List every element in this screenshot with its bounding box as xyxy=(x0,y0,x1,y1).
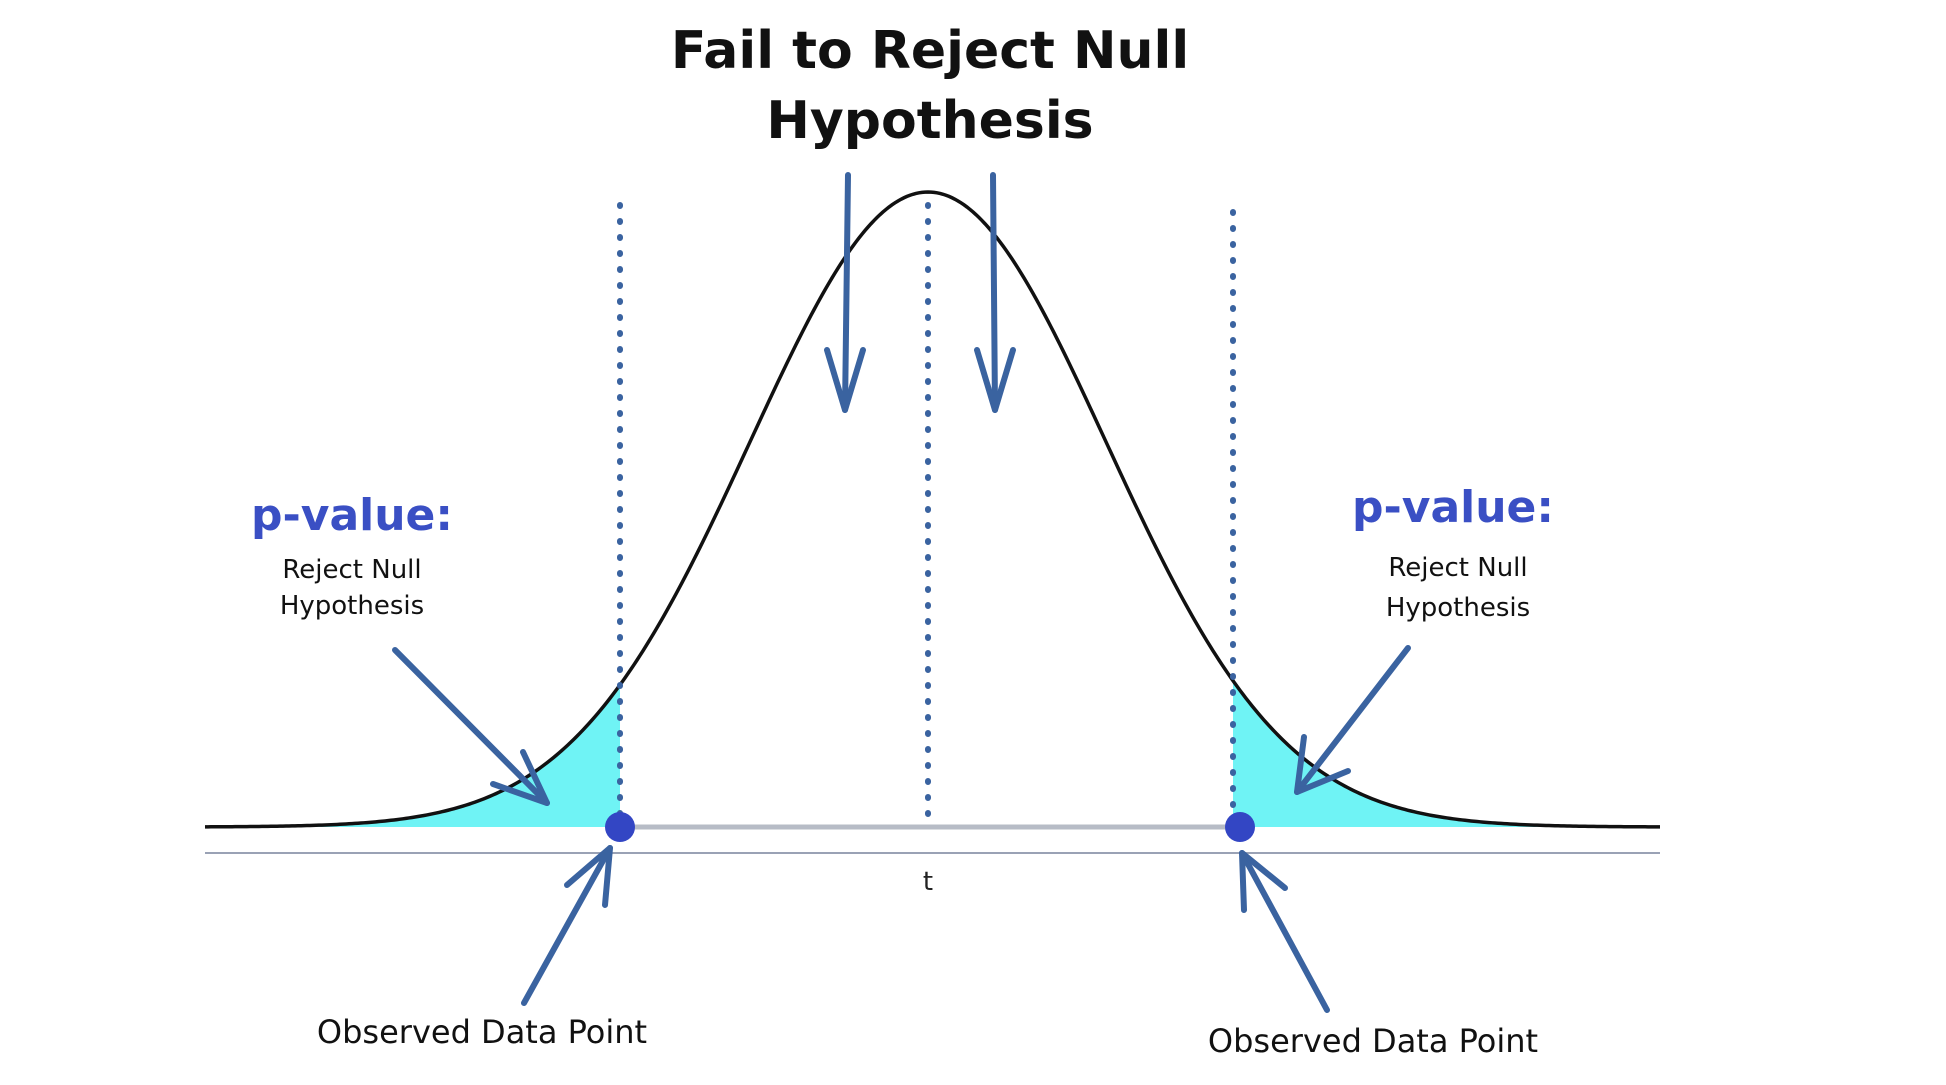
right-observed-point-icon xyxy=(1225,812,1255,842)
right-tail-shaded-area xyxy=(1233,680,1660,827)
title-line-2: Hypothesis xyxy=(766,91,1093,151)
left-observed-point-icon xyxy=(605,812,635,842)
down-arrow-right-icon xyxy=(974,172,1016,413)
right-observed-label: Observed Data Point xyxy=(1208,1022,1538,1060)
left-observed-arrow-icon xyxy=(521,845,613,1006)
title-line-1: Fail to Reject Null xyxy=(671,21,1189,81)
right-reject-line-1: Reject Null xyxy=(1388,553,1527,583)
right-pvalue-arrow-icon xyxy=(1294,645,1411,795)
down-arrow-left-icon xyxy=(824,172,866,413)
normal-distribution-curve xyxy=(204,190,1660,829)
left-reject-line-1: Reject Null xyxy=(282,555,421,585)
left-pvalue-arrow-icon xyxy=(392,647,550,806)
right-observed-arrow-icon xyxy=(1239,850,1330,1013)
x-axis-label: t xyxy=(923,867,933,897)
left-p-value-heading: p-value: xyxy=(251,490,453,541)
left-reject-line-2: Hypothesis xyxy=(280,591,424,621)
right-reject-line-2: Hypothesis xyxy=(1386,593,1530,623)
left-observed-label: Observed Data Point xyxy=(317,1013,647,1051)
right-p-value-heading: p-value: xyxy=(1352,482,1554,533)
